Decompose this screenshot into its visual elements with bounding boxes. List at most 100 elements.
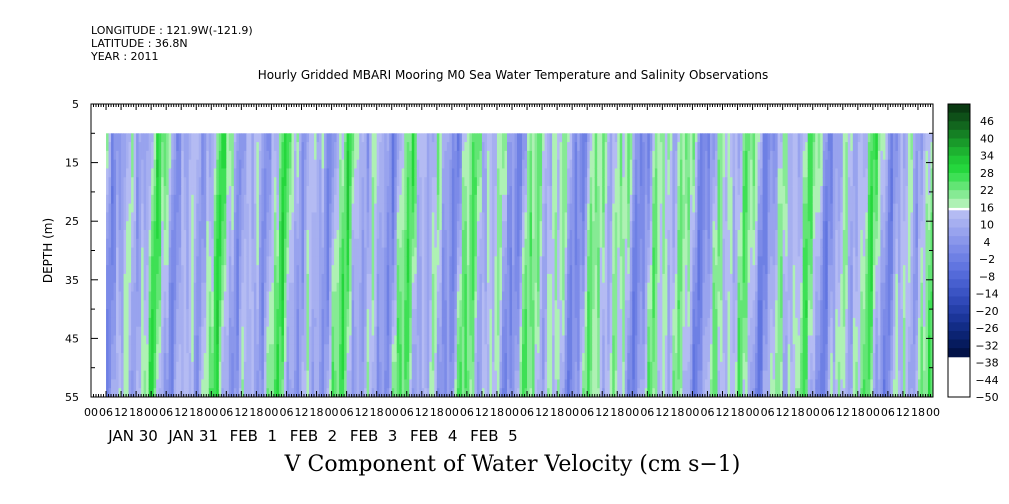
heatmap-cell xyxy=(208,273,212,284)
heatmap-cell xyxy=(276,142,280,152)
heatmap-cell xyxy=(258,353,262,363)
heatmap-cell xyxy=(376,282,380,292)
heatmap-cell xyxy=(218,300,222,310)
heatmap-cell xyxy=(268,203,272,213)
heatmap-cell xyxy=(324,256,327,266)
heatmap-cell xyxy=(283,247,287,257)
heatmap-cell xyxy=(108,238,112,248)
heatmap-cell xyxy=(491,388,495,398)
heatmap-cell xyxy=(153,142,157,152)
heatmap-cell xyxy=(306,150,310,161)
heatmap-cell xyxy=(336,238,340,248)
heatmap-cell xyxy=(116,344,119,354)
heatmap-cell xyxy=(424,353,428,363)
heatmap-cell xyxy=(223,194,227,205)
heatmap-cell xyxy=(369,186,373,196)
heatmap-cell xyxy=(331,186,335,196)
heatmap-cell xyxy=(221,168,225,178)
heatmap-cell xyxy=(293,361,297,372)
heatmap-cell xyxy=(236,142,240,152)
heatmap-cell xyxy=(113,300,117,310)
heatmap-cell xyxy=(309,265,312,275)
heatmap-cell xyxy=(474,159,478,169)
heatmap-cell xyxy=(476,344,480,354)
heatmap-cell xyxy=(228,300,232,310)
heatmap-cell xyxy=(176,133,180,143)
heatmap-cell xyxy=(434,194,438,205)
heatmap-cell xyxy=(314,238,317,248)
heatmap-cell xyxy=(424,282,428,292)
heatmap-cell xyxy=(118,291,122,301)
heatmap-cell xyxy=(223,282,227,292)
heatmap-cell xyxy=(344,317,348,328)
heatmap-cell xyxy=(206,229,210,240)
heatmap-cell xyxy=(296,186,300,196)
heatmap-cell xyxy=(133,282,137,292)
heatmap-cell xyxy=(401,256,405,266)
heatmap-cell xyxy=(291,379,295,389)
heatmap-cell xyxy=(461,168,465,178)
heatmap-cell xyxy=(321,353,325,363)
heatmap-cell xyxy=(233,212,237,222)
heatmap-cell xyxy=(228,256,232,266)
heatmap-cell xyxy=(324,309,327,319)
heatmap-cell xyxy=(416,370,420,380)
heatmap-cell xyxy=(183,282,187,292)
heatmap-cell xyxy=(146,168,150,178)
heatmap-cell xyxy=(456,203,460,213)
heatmap-cell xyxy=(484,273,488,284)
heatmap-cell xyxy=(233,370,237,380)
latitude-label: LATITUDE : 36.8N xyxy=(91,37,188,50)
heatmap-cell xyxy=(434,186,438,196)
heatmap-cell xyxy=(334,309,337,319)
heatmap-cell xyxy=(258,142,262,152)
heatmap-cell xyxy=(401,309,405,319)
heatmap-cell xyxy=(356,150,360,161)
heatmap-cell xyxy=(196,238,200,248)
heatmap-cell xyxy=(336,229,340,240)
heatmap-cell xyxy=(196,335,200,345)
heatmap-cell xyxy=(446,159,450,169)
heatmap-cell xyxy=(394,186,398,196)
heatmap-cell xyxy=(316,388,320,398)
heatmap-cell xyxy=(213,168,217,178)
heatmap-cell xyxy=(266,168,270,178)
heatmap-cell xyxy=(118,388,122,398)
heatmap-cell xyxy=(481,361,485,372)
heatmap-cell xyxy=(469,168,473,178)
heatmap-cell xyxy=(446,186,450,196)
heatmap-cell xyxy=(406,142,410,152)
heatmap-cell xyxy=(168,353,172,363)
heatmap-cell xyxy=(474,133,478,143)
heatmap-cell xyxy=(138,150,142,161)
heatmap-cell xyxy=(208,133,212,143)
heatmap-cell xyxy=(436,256,440,266)
heatmap-cell xyxy=(231,309,235,319)
heatmap-cell xyxy=(156,291,160,301)
heatmap-cell xyxy=(431,168,435,178)
heatmap-cell xyxy=(321,168,325,178)
heatmap-cell xyxy=(339,353,342,363)
heatmap-cell xyxy=(241,133,245,143)
heatmap-cell xyxy=(496,133,500,143)
heatmap-cell xyxy=(298,159,302,169)
heatmap-cell xyxy=(196,203,200,213)
heatmap-cell xyxy=(121,177,124,187)
heatmap-cell xyxy=(181,247,185,257)
heatmap-cell xyxy=(251,229,255,240)
heatmap-cell xyxy=(366,379,370,389)
heatmap-cell xyxy=(198,317,202,328)
heatmap-cell xyxy=(484,291,488,301)
heatmap-cell xyxy=(449,361,453,372)
heatmap-cell xyxy=(136,212,140,222)
heatmap-cell xyxy=(111,388,114,398)
heatmap-cell xyxy=(296,273,300,284)
heatmap-cell xyxy=(309,326,312,336)
heatmap-cell xyxy=(293,186,297,196)
heatmap-cell xyxy=(416,273,420,284)
heatmap-cell xyxy=(446,282,450,292)
heatmap-cell xyxy=(381,221,385,231)
heatmap-cell xyxy=(441,221,445,231)
heatmap-cell xyxy=(198,168,202,178)
heatmap-cell xyxy=(226,194,230,205)
